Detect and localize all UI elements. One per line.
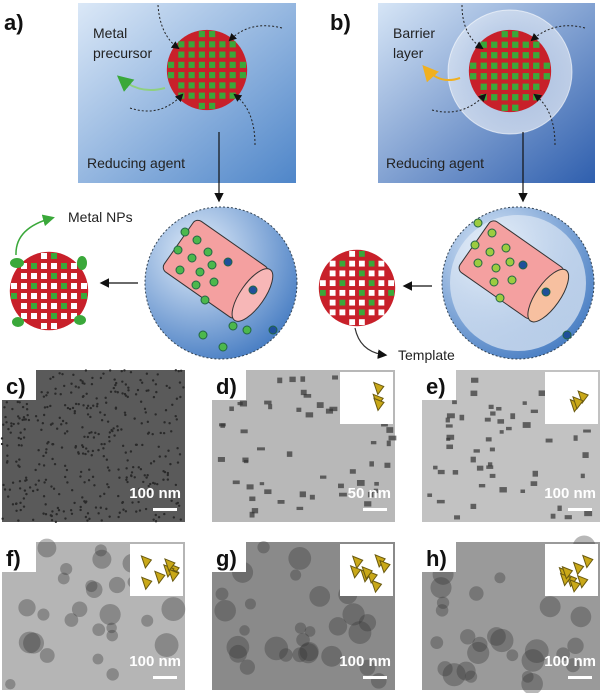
scale-bar-label: 50 nm <box>348 485 391 502</box>
tem-image-g: g) 100 nm <box>212 540 395 690</box>
tem-image-d: d) 50 nm <box>212 368 397 522</box>
scale-bar <box>363 508 387 511</box>
tem-image-e: e) 100 nm <box>422 368 600 522</box>
metal-precursor-label: Metal <box>93 25 127 41</box>
panel-label-e: e) <box>426 374 446 399</box>
panel-label-d: d) <box>216 374 237 399</box>
barrier-layer-label: Barrier <box>393 25 435 41</box>
scale-bar-label: 100 nm <box>544 485 596 502</box>
panel-label-b: b) <box>330 10 351 35</box>
panel-label-h: h) <box>426 546 447 571</box>
panel-label-g: g) <box>216 546 237 571</box>
panel-label-f: f) <box>6 546 21 571</box>
template-lattice-b <box>318 249 396 359</box>
pore-zoom-b <box>402 206 595 360</box>
pore-zoom-a <box>99 206 298 360</box>
template-with-metal-nps <box>9 214 89 331</box>
structure-inset <box>545 372 598 424</box>
scale-bar-label: 100 nm <box>129 653 181 670</box>
metal-nps-label: Metal NPs <box>68 209 133 225</box>
template-label: Template <box>398 347 455 363</box>
panel-label-a: a) <box>4 10 24 35</box>
barrier-layer-label-2: layer <box>393 45 424 61</box>
scale-bar-label: 100 nm <box>129 485 181 502</box>
scale-bar <box>568 508 592 511</box>
panel-label-c: c) <box>6 374 26 399</box>
metal-precursor-label-2: precursor <box>93 45 152 61</box>
scale-bar <box>568 676 592 679</box>
panel-b-schematic: Barrier layer Reducing agent <box>378 3 595 203</box>
reducing-agent-label: Reducing agent <box>87 155 185 171</box>
structure-inset <box>340 372 393 424</box>
tem-image-f: f) 100 nm <box>2 538 186 690</box>
scale-bar-label: 100 nm <box>544 653 596 670</box>
reducing-agent-label-b: Reducing agent <box>386 155 484 171</box>
panel-a-schematic: Metal precursor Reducing agent <box>78 3 296 203</box>
tem-image-c: c) 100 nm <box>0 368 185 523</box>
tem-image-h: h) 100 nm <box>422 535 600 693</box>
scale-bar <box>363 676 387 679</box>
scale-bar <box>153 508 177 511</box>
scale-bar-label: 100 nm <box>339 653 391 670</box>
scale-bar <box>153 676 177 679</box>
